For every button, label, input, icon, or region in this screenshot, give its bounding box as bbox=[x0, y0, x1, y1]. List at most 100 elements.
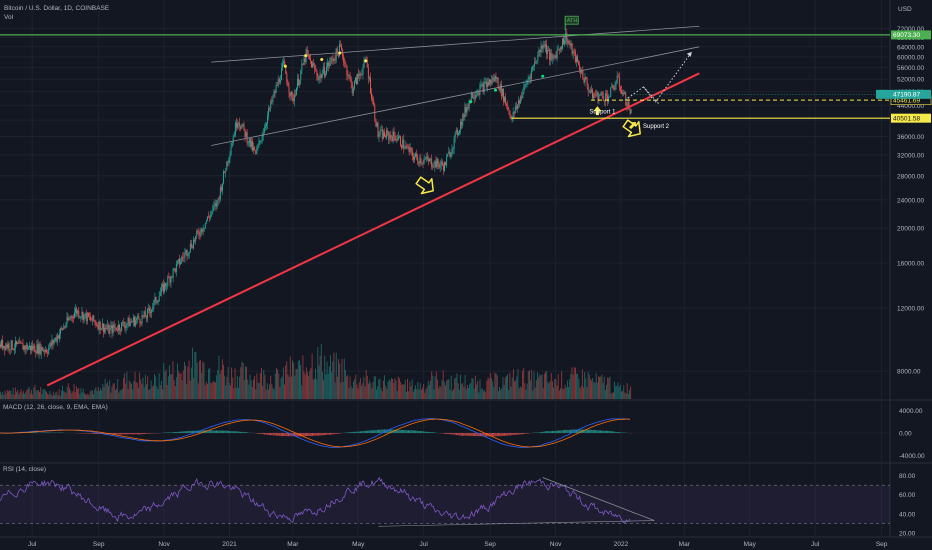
macd-hist-bar bbox=[594, 430, 595, 433]
candle bbox=[92, 315, 94, 321]
volume-bar bbox=[94, 389, 96, 399]
macd-hist-bar bbox=[542, 431, 544, 433]
candle bbox=[284, 61, 286, 66]
x-tick-label-jul: Jul bbox=[811, 541, 820, 548]
candle bbox=[129, 321, 131, 327]
candle bbox=[356, 77, 358, 84]
candle bbox=[257, 145, 259, 149]
volume-bar bbox=[363, 376, 365, 399]
candle bbox=[518, 100, 519, 105]
candle bbox=[361, 74, 363, 76]
macd-hist-bar bbox=[519, 433, 521, 435]
volume-bar bbox=[396, 390, 398, 399]
macd-hist-bar bbox=[286, 433, 288, 437]
volume-bar bbox=[313, 378, 315, 399]
macd-hist-bar bbox=[273, 433, 275, 436]
candle bbox=[297, 78, 299, 88]
volume-bar bbox=[611, 392, 613, 399]
volume-bar bbox=[273, 389, 275, 399]
volume-bar bbox=[393, 382, 395, 399]
macd-hist-bar bbox=[241, 431, 243, 433]
candle bbox=[410, 147, 412, 151]
candle bbox=[429, 159, 430, 162]
candle bbox=[74, 312, 75, 318]
candle bbox=[453, 137, 455, 149]
macd-hist-bar bbox=[458, 433, 460, 436]
volume-bar bbox=[285, 365, 287, 399]
candle bbox=[622, 93, 624, 94]
candle bbox=[18, 342, 20, 344]
volume-bar bbox=[496, 375, 498, 399]
macd-hist-bar bbox=[621, 432, 623, 433]
volume-bar bbox=[319, 355, 321, 399]
candle bbox=[250, 141, 252, 147]
candle bbox=[25, 344, 27, 350]
macd-hist-bar bbox=[477, 433, 479, 437]
volume-bar bbox=[334, 382, 336, 399]
candle bbox=[292, 97, 294, 102]
volume-bar bbox=[471, 378, 473, 399]
volume-bar bbox=[545, 371, 546, 399]
candle bbox=[336, 48, 338, 53]
candle bbox=[442, 165, 444, 171]
macd-hist-bar bbox=[360, 431, 361, 433]
candle bbox=[510, 115, 512, 120]
volume-bar bbox=[177, 363, 178, 399]
candle bbox=[269, 108, 271, 110]
candle bbox=[17, 342, 19, 344]
macd-hist-bar bbox=[175, 431, 177, 433]
macd-hist-bar bbox=[219, 430, 221, 433]
macd-hist-bar bbox=[555, 430, 557, 433]
candle bbox=[121, 322, 123, 331]
candle bbox=[255, 150, 257, 154]
candle bbox=[6, 344, 8, 348]
volume-bar bbox=[304, 374, 306, 399]
volume-bar bbox=[600, 376, 602, 399]
macd-hist-bar bbox=[597, 430, 599, 433]
macd-hist-bar bbox=[186, 431, 187, 433]
volume-bar bbox=[556, 385, 558, 399]
macd-hist-bar bbox=[274, 433, 276, 436]
candle bbox=[291, 91, 293, 98]
volume-bar bbox=[13, 394, 15, 399]
candle bbox=[248, 138, 250, 143]
candle bbox=[553, 56, 555, 58]
candle bbox=[163, 284, 164, 292]
volume-bar bbox=[296, 368, 298, 399]
macd-hist-bar bbox=[117, 433, 119, 435]
macd-hist-bar bbox=[502, 433, 504, 436]
volume-bar bbox=[399, 378, 400, 399]
macd-hist-bar bbox=[195, 430, 197, 433]
volume-bar bbox=[246, 367, 247, 399]
candle bbox=[187, 254, 189, 256]
volume-bar bbox=[384, 375, 385, 399]
candle bbox=[77, 310, 79, 314]
signal-dot bbox=[541, 74, 545, 78]
macd-hist-bar bbox=[540, 432, 541, 433]
candle bbox=[505, 97, 507, 104]
macd-hist-bar bbox=[547, 431, 549, 433]
volume-bar bbox=[140, 379, 142, 399]
volume-bar bbox=[97, 387, 99, 399]
candle bbox=[552, 56, 554, 59]
volume-bar bbox=[120, 389, 122, 399]
volume-bar bbox=[31, 390, 32, 399]
candle bbox=[359, 73, 361, 76]
macd-hist-bar bbox=[123, 433, 125, 435]
candle bbox=[57, 335, 59, 339]
volume-bar bbox=[621, 391, 622, 399]
candle bbox=[360, 73, 362, 76]
candle bbox=[618, 76, 620, 87]
candle bbox=[385, 136, 386, 138]
macd-hist-bar bbox=[571, 429, 573, 433]
volume-bar bbox=[368, 383, 369, 399]
volume-bar bbox=[128, 380, 130, 399]
price-tick-label: 72000.00 bbox=[897, 26, 924, 33]
candle bbox=[10, 340, 12, 351]
candle bbox=[198, 232, 200, 236]
volume-bar bbox=[539, 374, 541, 399]
candle bbox=[94, 320, 96, 323]
macd-hist-bar bbox=[283, 433, 285, 437]
volume-bar bbox=[230, 385, 231, 399]
